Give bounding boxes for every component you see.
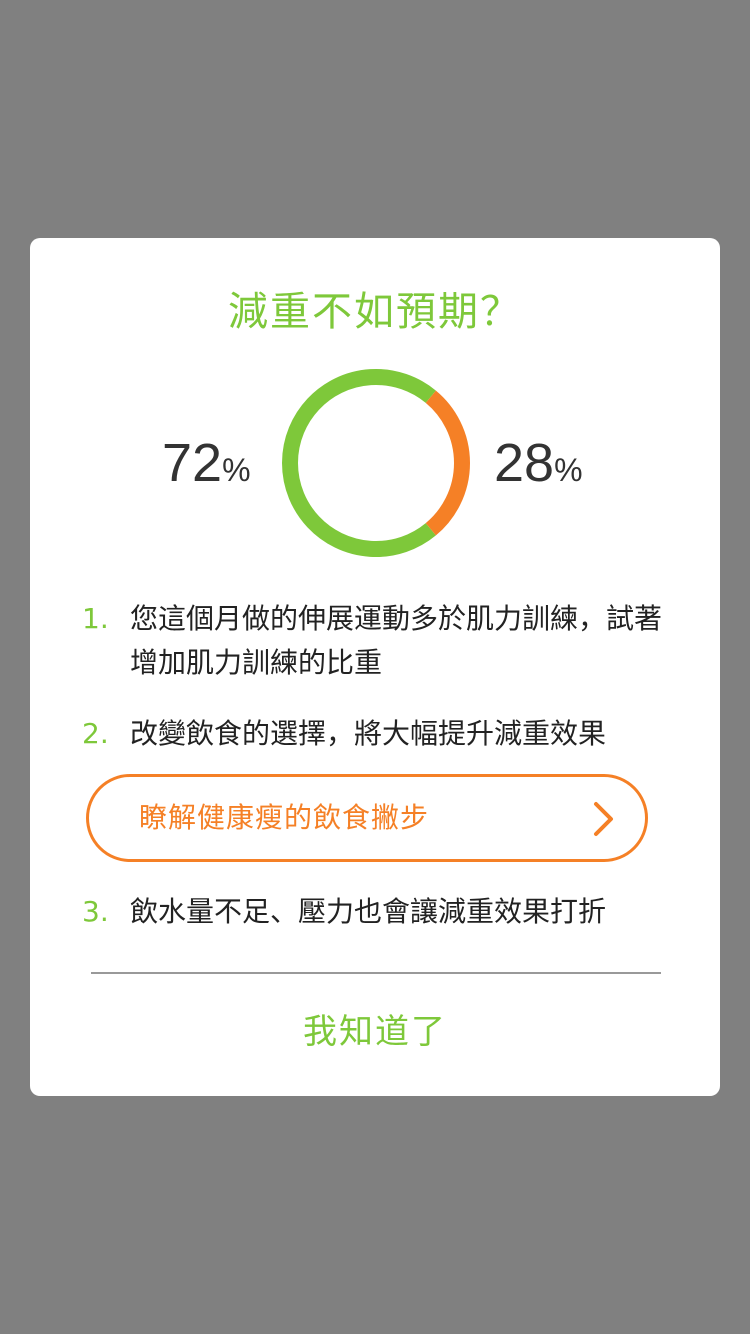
- left-percentage: 72%: [162, 428, 251, 498]
- tip-index: 1.: [82, 602, 109, 635]
- healthy-diet-tips-button[interactable]: 瞭解健康瘦的飲食撇步: [86, 774, 648, 862]
- right-percentage-value: 28: [494, 433, 555, 493]
- donut-segment-orange: [425, 390, 470, 536]
- tip-text: 改變飲食的選擇，將大幅提升減重效果: [130, 717, 607, 750]
- left-percentage-value: 72: [162, 433, 223, 493]
- healthy-diet-tips-label: 瞭解健康瘦的飲食撇步: [139, 801, 430, 834]
- tip-text: 飲水量不足、壓力也會讓減重效果打折: [130, 895, 607, 928]
- right-percentage: 28%: [494, 428, 583, 498]
- confirm-button[interactable]: 我知道了: [303, 1012, 447, 1052]
- right-percentage-unit: %: [554, 452, 583, 488]
- left-percentage-unit: %: [222, 452, 251, 488]
- divider: [91, 972, 661, 974]
- donut-chart: [282, 369, 470, 557]
- dialog-title: 減重不如預期？: [228, 289, 522, 335]
- tip-text: 您這個月做的伸展運動多於肌力訓練，試著增加肌力訓練的比重: [130, 602, 663, 679]
- tip-index: 2.: [82, 717, 109, 750]
- tip-index: 3.: [82, 895, 109, 928]
- chevron-right-icon: [594, 802, 613, 836]
- donut-segment-green: [282, 369, 436, 557]
